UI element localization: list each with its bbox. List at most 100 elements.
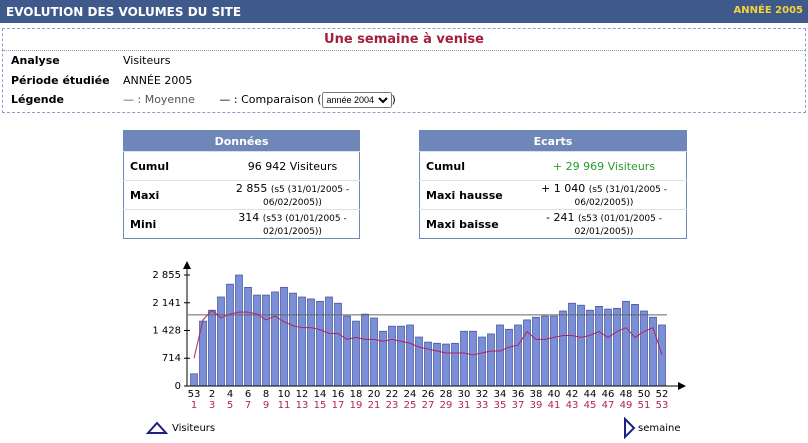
x-tick-label-2: 41 bbox=[548, 400, 561, 411]
table-row: Cumul 96 942 Visiteurs bbox=[123, 151, 360, 181]
row-value-cell: + 1 040 (s5 (31/01/2005 - 06/02/2005)) bbox=[522, 180, 687, 210]
x-tick-label: 16 bbox=[332, 389, 345, 400]
bar bbox=[208, 309, 216, 387]
x-tick-label-2: 21 bbox=[368, 400, 381, 411]
table-title: Ecarts bbox=[419, 130, 687, 152]
bar bbox=[550, 315, 558, 387]
table-header-row: Ecarts bbox=[419, 130, 687, 152]
x-tick-label-2: 11 bbox=[278, 400, 291, 411]
table-header-row: Données bbox=[123, 130, 360, 152]
x-tick-label: 28 bbox=[440, 389, 453, 400]
x-tick-label: 53 bbox=[188, 389, 201, 400]
x-tick-label-2: 29 bbox=[440, 400, 453, 411]
x-tick-label: 22 bbox=[386, 389, 399, 400]
bar bbox=[604, 308, 612, 387]
row-label: Maxi hausse bbox=[419, 180, 522, 210]
x-tick-label-2: 15 bbox=[314, 400, 327, 411]
x-tick-label: 12 bbox=[296, 389, 309, 400]
bar bbox=[334, 302, 342, 387]
bar bbox=[505, 328, 513, 387]
row-detail: (s5 (31/01/2005 - 06/02/2005)) bbox=[574, 185, 667, 208]
bar bbox=[253, 294, 261, 387]
table-title: Données bbox=[123, 130, 360, 152]
x-tick-label: 18 bbox=[350, 389, 363, 400]
bar bbox=[352, 320, 360, 387]
y-tick-label: 2 855 bbox=[152, 270, 181, 281]
bar bbox=[379, 330, 387, 387]
bar bbox=[532, 316, 540, 387]
row-label: Cumul bbox=[123, 151, 226, 181]
data-table: Données Cumul 96 942 Visiteurs Maxi 2 855 (s… bbox=[123, 130, 360, 239]
info-box: Une semaine à venise Analyse Visiteurs Pé… bbox=[2, 28, 806, 113]
bar bbox=[613, 307, 621, 387]
bar bbox=[478, 336, 486, 387]
row-value: - 241 bbox=[546, 211, 575, 224]
table-row: Cumul + 29 969 Visiteurs bbox=[419, 151, 687, 181]
bar bbox=[577, 304, 585, 387]
row-value-cell: 2 855 (s5 (31/01/2005 - 06/02/2005)) bbox=[226, 180, 360, 210]
x-tick-label-2: 27 bbox=[422, 400, 435, 411]
bar bbox=[415, 336, 423, 387]
bar bbox=[217, 296, 225, 387]
header: EVOLUTION DES VOLUMES DU SITE ANNÉE 2005 bbox=[0, 0, 808, 23]
bar bbox=[523, 319, 531, 387]
table-row: Maxi hausse + 1 040 (s5 (31/01/2005 - 06/… bbox=[419, 180, 687, 210]
x-tick-label: 4 bbox=[227, 389, 233, 400]
row-value: 314 bbox=[238, 211, 260, 224]
row-value: + 1 040 bbox=[541, 182, 586, 195]
row-label: Mini bbox=[123, 209, 226, 239]
bar bbox=[388, 325, 396, 387]
bar bbox=[496, 324, 504, 387]
table-row: Maxi baisse - 241 (s53 (01/01/2005 - 02/0… bbox=[419, 209, 687, 239]
bar bbox=[289, 292, 297, 387]
row-value: + 29 969 Visiteurs bbox=[552, 159, 656, 173]
x-tick-label: 36 bbox=[512, 389, 525, 400]
x-tick-label-2: 47 bbox=[602, 400, 615, 411]
legend-triangle bbox=[145, 421, 169, 434]
x-tick-label: 52 bbox=[656, 389, 669, 400]
x-tick-label: 34 bbox=[494, 389, 507, 400]
comparison-line bbox=[193, 309, 663, 359]
row-value: 96 942 Visiteurs bbox=[247, 159, 338, 173]
x-tick-label-2: 39 bbox=[530, 400, 543, 411]
bar bbox=[370, 317, 378, 387]
info-label: Légende bbox=[11, 93, 64, 106]
info-row: Légende — : Moyenne — : Comparaison (anné… bbox=[11, 92, 396, 108]
bar bbox=[316, 300, 324, 387]
x-tick-label-2: 43 bbox=[566, 400, 579, 411]
x-tick-label: 8 bbox=[263, 389, 269, 400]
bar bbox=[397, 325, 405, 387]
x-tick-label-2: 19 bbox=[350, 400, 363, 411]
row-value: 2 855 bbox=[235, 182, 268, 195]
x-axis-arrow bbox=[678, 382, 686, 390]
y-axis-arrow bbox=[183, 261, 191, 269]
x-tick-label-2: 51 bbox=[638, 400, 651, 411]
info-row: Période étudiée ANNÉE 2005 bbox=[11, 74, 192, 87]
bar bbox=[262, 294, 270, 387]
row-label: Maxi baisse bbox=[419, 209, 522, 239]
bar bbox=[361, 313, 369, 387]
legend-arrow bbox=[624, 416, 636, 440]
x-tick-label-2: 1 bbox=[191, 400, 197, 411]
comparison-select[interactable]: année 2004 bbox=[321, 92, 392, 108]
x-tick-label-2: 13 bbox=[296, 400, 309, 411]
row-label: Maxi bbox=[123, 180, 226, 210]
table-row: Mini 314 (s53 (01/01/2005 - 02/01/2005)) bbox=[123, 209, 360, 239]
bar bbox=[595, 305, 603, 387]
bar bbox=[586, 309, 594, 387]
header-title: EVOLUTION DES VOLUMES DU SITE bbox=[6, 5, 242, 19]
info-label: Période étudiée bbox=[11, 74, 110, 87]
y-tick-label: 1 428 bbox=[152, 325, 181, 336]
x-tick-label-2: 9 bbox=[263, 400, 269, 411]
x-tick-label-2: 37 bbox=[512, 400, 525, 411]
x-tick-label-2: 7 bbox=[245, 400, 251, 411]
info-value: Visiteurs bbox=[123, 54, 171, 67]
bar bbox=[190, 373, 198, 387]
x-tick-label: 40 bbox=[548, 389, 561, 400]
bar bbox=[640, 310, 648, 387]
x-tick-label: 6 bbox=[245, 389, 251, 400]
row-detail: (s5 (31/01/2005 - 06/02/2005)) bbox=[263, 185, 350, 208]
x-tick-label: 44 bbox=[584, 389, 597, 400]
